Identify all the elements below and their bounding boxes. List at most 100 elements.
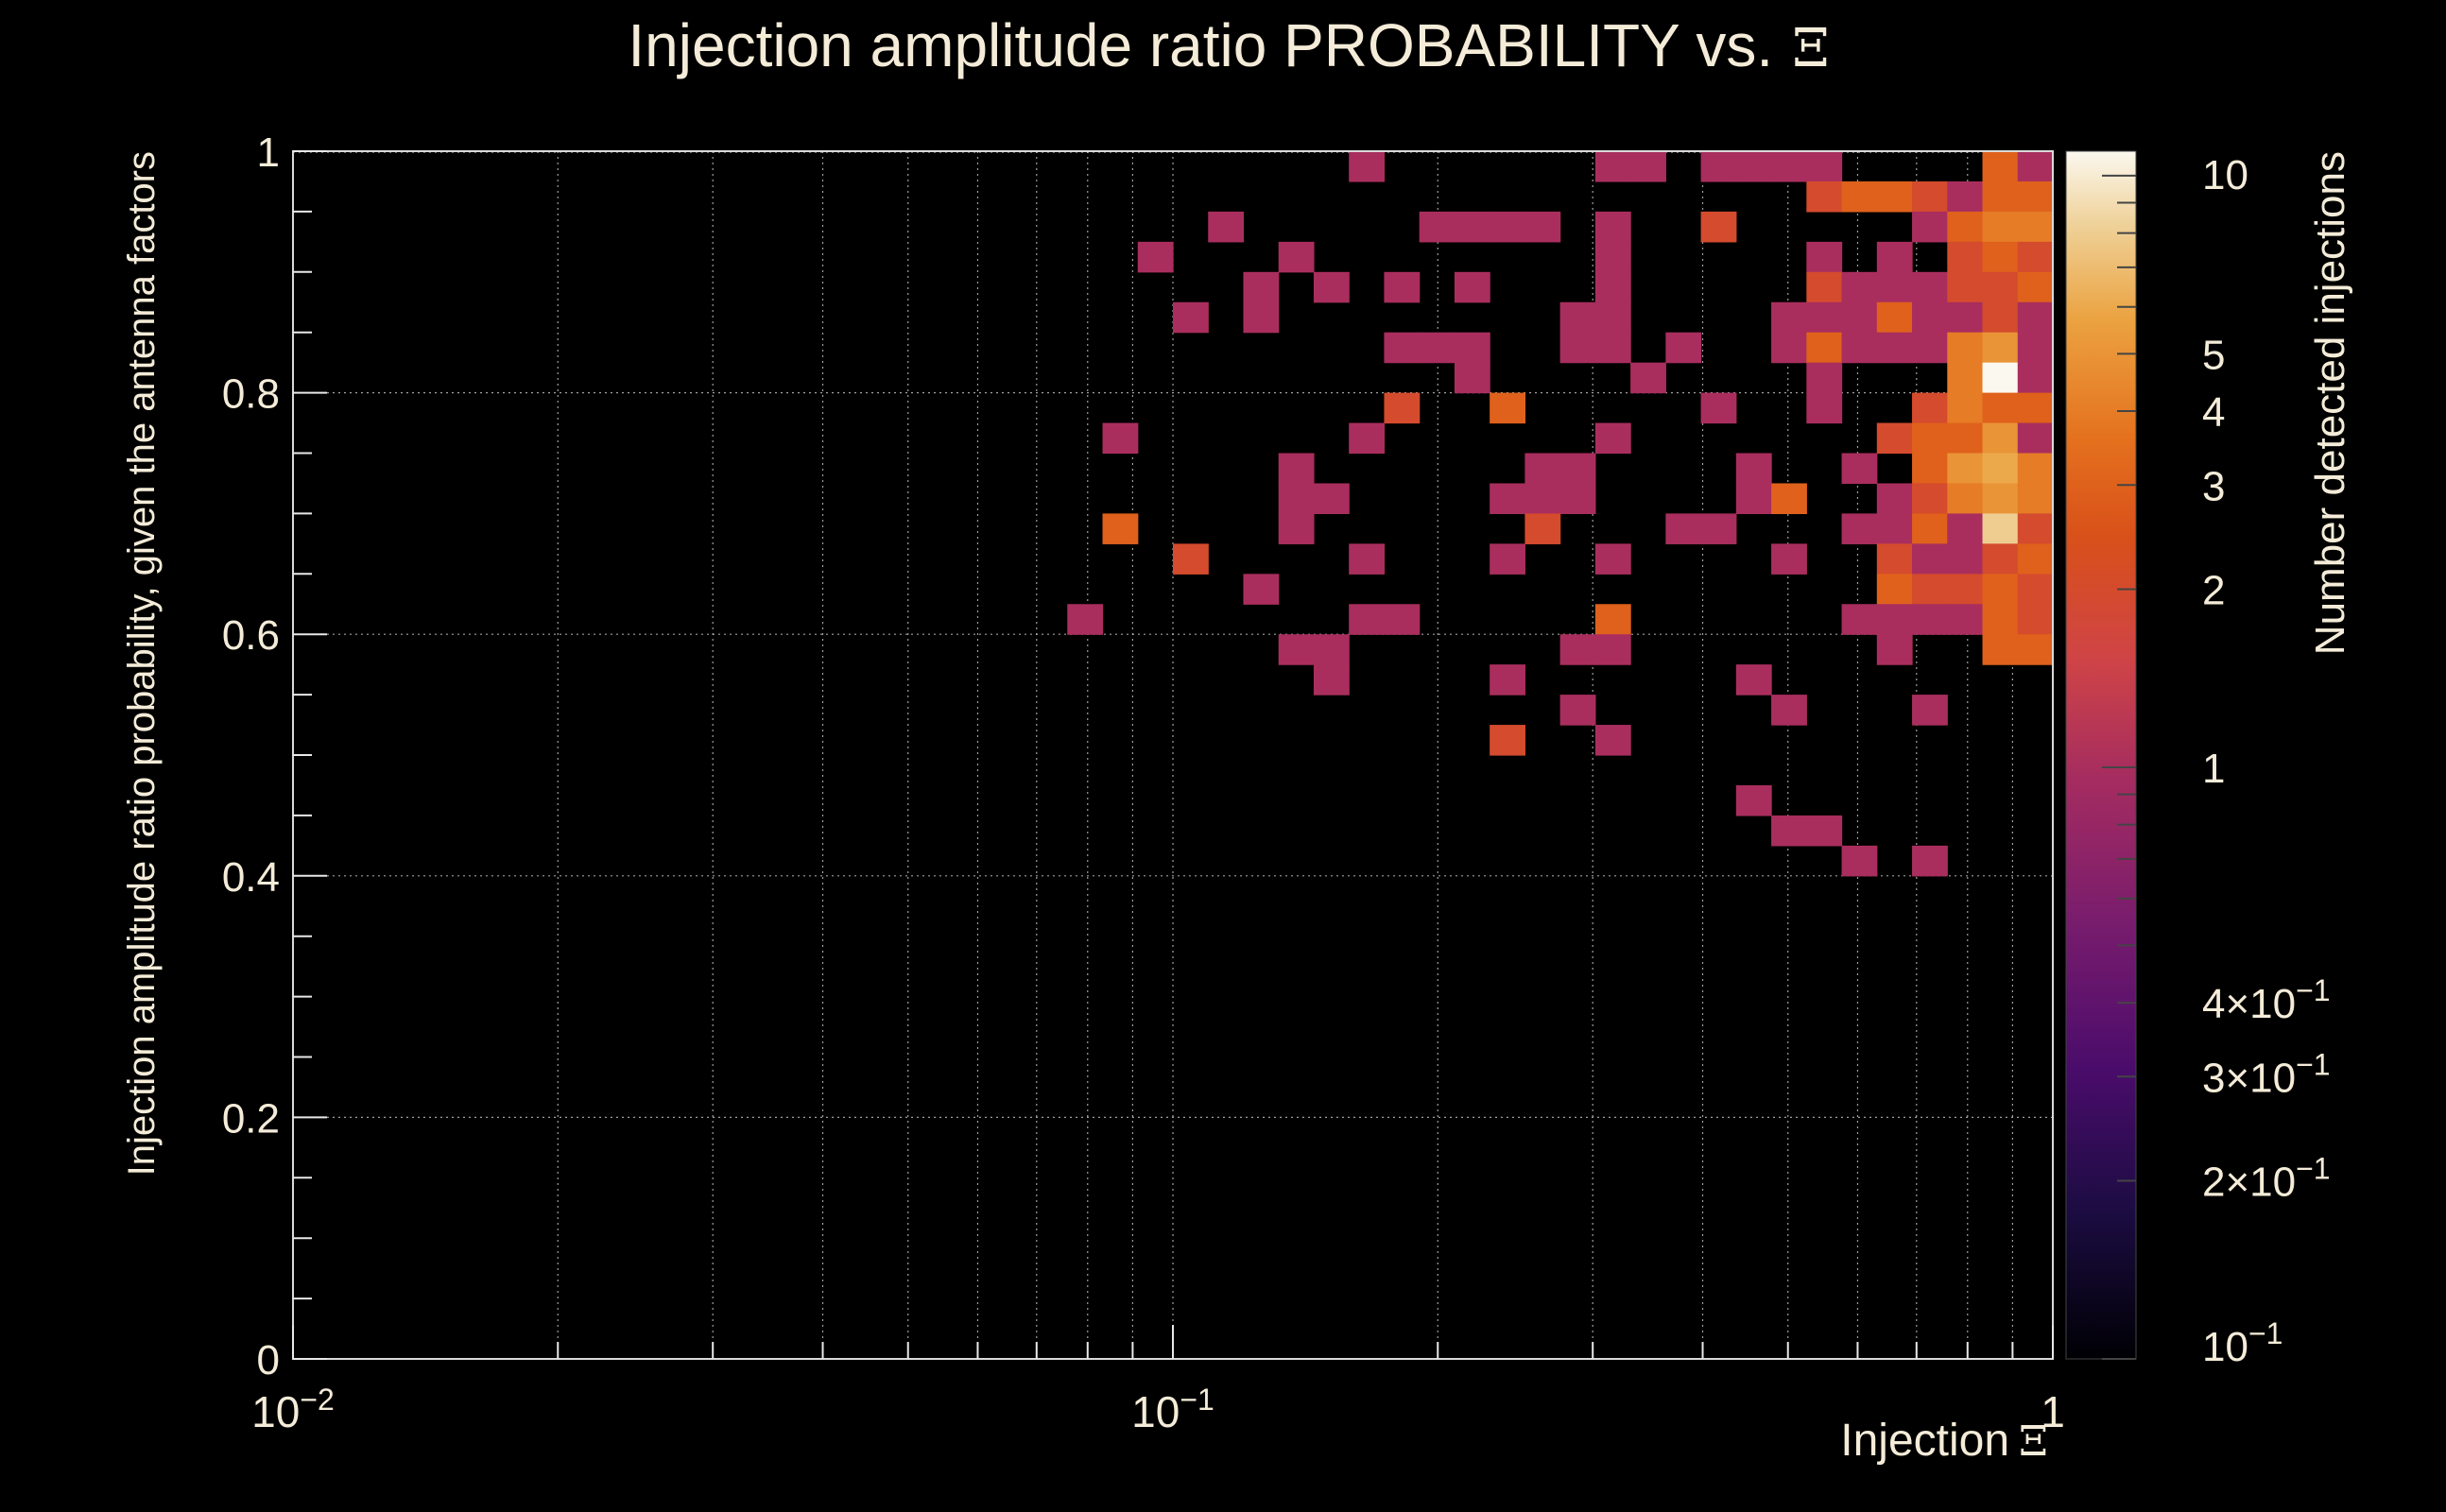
heatmap-cell (1841, 513, 1878, 544)
heatmap-cell (1876, 301, 1913, 334)
heatmap-cell (1947, 332, 1984, 364)
colorbar-tick-label: 4 (2202, 389, 2225, 436)
heatmap-cell (1947, 241, 1984, 273)
heatmap-cell (2017, 422, 2054, 455)
heatmap-cell (1490, 664, 1525, 696)
heatmap-cell (1947, 453, 1984, 485)
heatmap-cell (1876, 513, 1913, 544)
heatmap-cell (1841, 271, 1878, 303)
heatmap-cell (1173, 543, 1209, 575)
heatmap-cell (1912, 453, 1948, 485)
colorbar-axis: 10 5 4 3 2 1 4×10−1 3×10−1 2×10−1 10−1 (2102, 152, 2331, 1370)
heatmap-cell (1490, 392, 1525, 424)
heatmap-cell (2017, 301, 2054, 334)
y-tick-label: 0 (257, 1337, 280, 1383)
heatmap-cell (2017, 241, 2054, 273)
heatmap-cell (2017, 151, 2054, 182)
heatmap-cell (1982, 634, 2019, 665)
heatmap-cell (1947, 362, 1984, 394)
heatmap-cell (1912, 301, 1948, 334)
heatmap-cell (1665, 513, 1702, 544)
heatmap-cell (1384, 271, 1421, 303)
heatmap-cell (1349, 422, 1386, 455)
heatmap-cell (1806, 151, 1843, 182)
heatmap-cell (1349, 151, 1386, 182)
heatmap-cell (1912, 392, 1948, 424)
heatmap-cell (1313, 634, 1350, 665)
heatmap-cell (1771, 483, 1807, 514)
heatmap-cell (2017, 332, 2054, 364)
heatmap-cell (1771, 301, 1807, 334)
colorbar-tick-label: 2×10−1 (2202, 1152, 2331, 1206)
heatmap-cell (1982, 180, 2019, 213)
heatmap-cell (1384, 392, 1421, 424)
heatmap-cell (2017, 180, 2054, 213)
heatmap-cell (1806, 271, 1843, 303)
heatmap-cell (2017, 362, 2054, 394)
heatmap-cell (1912, 845, 1948, 877)
heatmap-cell (1771, 151, 1807, 182)
heatmap-cell (1594, 301, 1631, 334)
heatmap-cell (1630, 362, 1666, 394)
heatmap-cell (1841, 845, 1878, 877)
heatmap-cell (1876, 241, 1913, 273)
heatmap-cell (1841, 332, 1878, 364)
heatmap-cell (1384, 604, 1421, 635)
x-tick-label: 10−1 (1131, 1383, 1214, 1436)
heatmap-cell (1490, 483, 1525, 514)
heatmap-cell (1876, 574, 1913, 605)
heatmap-cell (1982, 422, 2019, 455)
heatmap-cell (1524, 483, 1561, 514)
heatmap-cell (1700, 392, 1737, 424)
heatmap-cell (1208, 211, 1245, 243)
heatmap-cell (1947, 543, 1984, 575)
heatmap-cell (1982, 241, 2019, 273)
heatmap-cell (2017, 271, 2054, 303)
heatmap-cell (1665, 332, 1702, 364)
heatmap-cell (1912, 332, 1948, 364)
y-tick-label: 0.2 (222, 1095, 280, 1142)
heatmap-cell (1594, 604, 1631, 635)
heatmap-cell (1982, 151, 2019, 182)
chart-title: Injection amplitude ratio PROBABILITY vs… (628, 11, 1829, 79)
heatmap-cell (1490, 725, 1525, 756)
heatmap-cell (1559, 301, 1596, 334)
heatmap-cell (1876, 180, 1913, 213)
heatmap-cell (1278, 634, 1315, 665)
heatmap-cell (1594, 422, 1631, 455)
colorbar-tick-label: 5 (2202, 332, 2225, 378)
y-tick-label: 0.8 (222, 371, 280, 418)
y-tick-label: 1 (257, 129, 280, 176)
heatmap-cell (1982, 453, 2019, 485)
y-axis: 0 0.2 0.4 0.6 0.8 1 (222, 129, 327, 1383)
heatmap-cell (1841, 301, 1878, 334)
heatmap-cell (1876, 483, 1913, 514)
heatmap-cell (1313, 483, 1350, 514)
heatmap-cell (1735, 784, 1772, 816)
heatmap-cell (1912, 271, 1948, 303)
heatmap-cell (1278, 513, 1315, 544)
heatmap-cell (1524, 513, 1561, 544)
heatmap-cell (1841, 180, 1878, 213)
heatmap-cell (1067, 604, 1104, 635)
heatmap-cell (1947, 301, 1984, 334)
heatmap-cell (1982, 362, 2019, 394)
heatmap-cell (1630, 151, 1666, 182)
heatmap-cell (1982, 211, 2019, 243)
heatmap-cell (1947, 271, 1984, 303)
heatmap-cell (1806, 241, 1843, 273)
y-tick-label: 0.6 (222, 612, 280, 659)
heatmap-cell (1313, 664, 1350, 696)
heatmap-cell (1806, 301, 1843, 334)
heatmap-cell (1559, 483, 1596, 514)
heatmap-cell (1454, 362, 1490, 394)
heatmap-cell (1559, 332, 1596, 364)
heatmap-cell (1947, 604, 1984, 635)
heatmap-cell (1876, 543, 1913, 575)
heatmap-cell (1947, 483, 1984, 514)
heatmap-cell (1982, 392, 2019, 424)
heatmap-cell (1454, 332, 1490, 364)
colorbar-tick-label: 4×10−1 (2202, 973, 2331, 1027)
heatmap-cell (1912, 483, 1948, 514)
